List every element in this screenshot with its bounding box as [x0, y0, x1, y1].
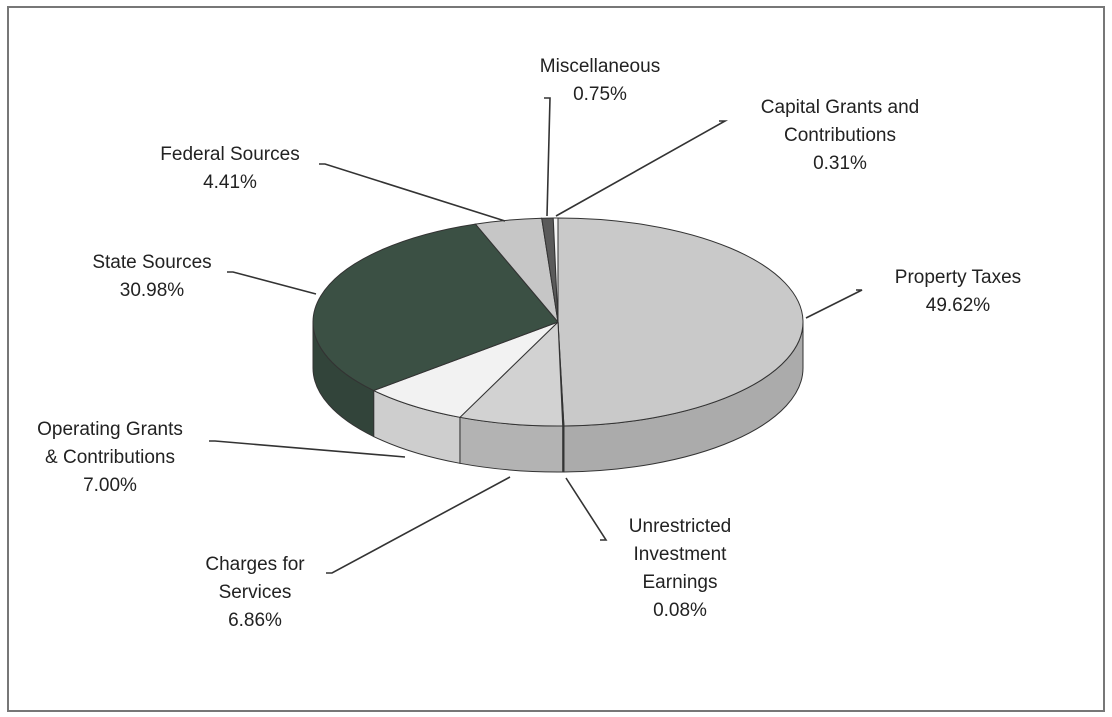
label-line: Earnings	[643, 572, 718, 593]
value-label: 0.75%	[573, 84, 627, 105]
category-label: Operating Grants & Contributions	[37, 419, 183, 468]
value-label: 7.00%	[83, 475, 137, 496]
category-label: State Sources	[92, 252, 211, 273]
category-label: Capital Grants and Contributions	[761, 97, 919, 146]
pie-slice	[312, 223, 559, 392]
category-label: Charges for Services	[205, 554, 305, 603]
label-line: Federal Sources	[160, 144, 299, 165]
value-label: 0.31%	[813, 153, 867, 174]
leader-line	[544, 97, 551, 217]
pie-slice	[557, 217, 804, 427]
label-line: & Contributions	[45, 447, 175, 468]
label-line: State Sources	[92, 252, 211, 273]
leader-line	[326, 476, 511, 574]
pie-slice	[372, 321, 559, 418]
label-line: Property Taxes	[895, 267, 1021, 288]
leader-line	[227, 271, 317, 295]
leader-line	[565, 477, 608, 541]
value-label: 6.86%	[228, 610, 282, 631]
label-line: Miscellaneous	[540, 56, 660, 77]
leader-line	[209, 440, 406, 458]
label-line: Investment	[634, 544, 728, 565]
category-label: Federal Sources	[160, 144, 299, 165]
label-line: Capital Grants and	[761, 97, 919, 118]
label-line: Unrestricted	[629, 516, 731, 537]
pie-slice	[552, 217, 559, 323]
category-label: Miscellaneous	[540, 56, 660, 77]
value-label: 49.62%	[926, 295, 991, 316]
label-line: Services	[219, 582, 292, 603]
leader-line	[555, 120, 729, 217]
label-line: Operating Grants	[37, 419, 183, 440]
label-line: Charges for	[205, 554, 305, 575]
leader-line	[319, 163, 506, 222]
value-label: 0.08%	[653, 600, 707, 621]
category-label: Unrestricted Investment Earnings	[629, 516, 731, 593]
leader-line	[805, 289, 863, 319]
value-label: 30.98%	[120, 280, 185, 301]
category-label: Property Taxes	[895, 267, 1021, 288]
pie-slice	[458, 320, 564, 427]
value-label: 4.41%	[203, 172, 257, 193]
label-line: Contributions	[784, 125, 896, 146]
